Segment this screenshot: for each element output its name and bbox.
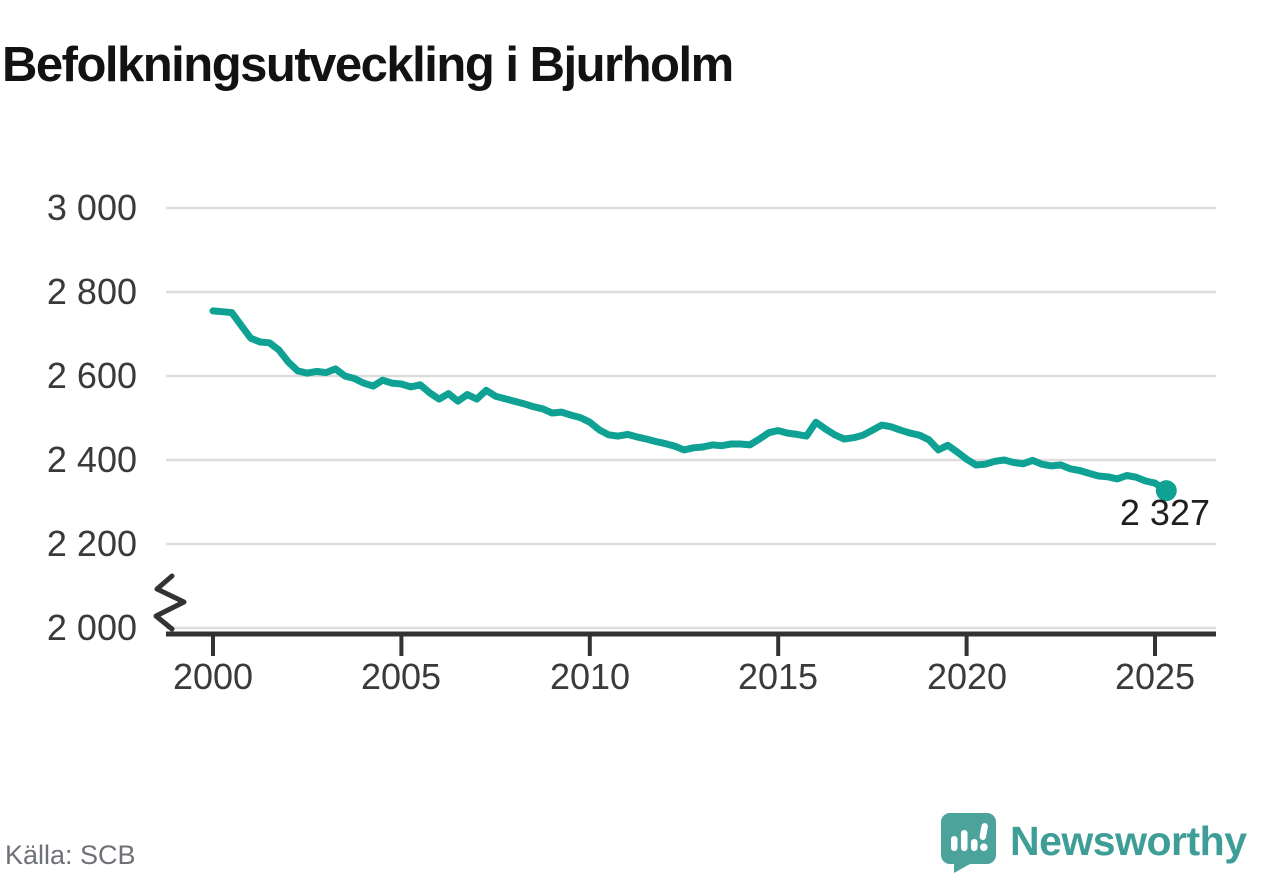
y-tick-label-2600: 2 600 xyxy=(46,355,137,396)
chart-title: Befolkningsutveckling i Bjurholm xyxy=(2,37,734,92)
population-line xyxy=(209,307,1170,495)
x-tick-label-2010: 2010 xyxy=(549,656,631,697)
y-tick-label-2200: 2 200 xyxy=(46,523,137,564)
last-value-label: 2 327 xyxy=(1119,492,1210,533)
y-tick-label-2400: 2 400 xyxy=(46,439,137,480)
newsworthy-logo-icon xyxy=(941,813,996,873)
x-tick-label-2015: 2015 xyxy=(737,656,819,697)
end-point-dot xyxy=(1155,480,1177,502)
y-tick-label-2000: 2 000 xyxy=(46,607,137,648)
newsworthy-logo: Newsworthy xyxy=(940,812,1247,874)
x-tick-label-2025: 2025 xyxy=(1114,656,1196,697)
y-tick-label-2800: 2 800 xyxy=(46,271,137,312)
x-tick-label-2005: 2005 xyxy=(360,656,442,697)
newsworthy-logo-wordmark: Newsworthy xyxy=(1010,817,1247,864)
y-tick-label-3000: 3 000 xyxy=(46,187,137,228)
source-attribution: Källa: SCB xyxy=(5,840,136,870)
x-tick-label-2000: 2000 xyxy=(172,656,254,697)
x-tick-label-2020: 2020 xyxy=(926,656,1008,697)
y-axis-break-icon xyxy=(153,573,187,632)
